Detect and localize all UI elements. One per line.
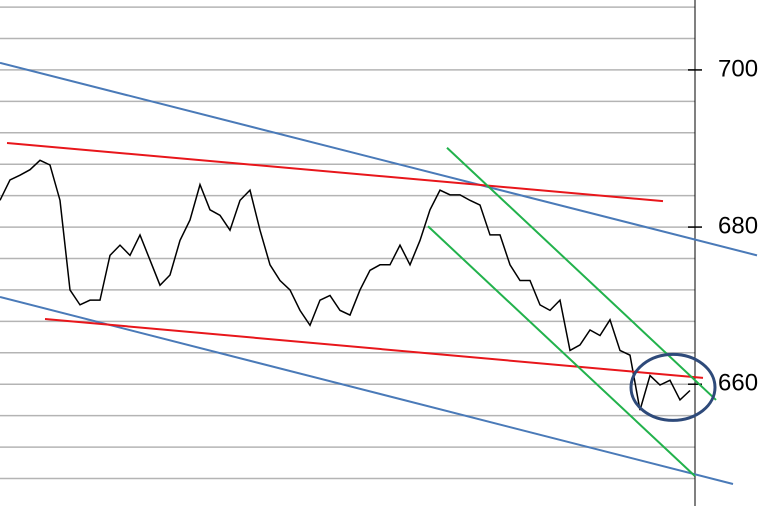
trend-line — [44, 318, 704, 379]
trend-line — [446, 146, 717, 401]
trend-line — [0, 296, 734, 485]
price-line — [0, 159, 691, 411]
trend-line — [0, 61, 758, 257]
y-tick-label: 660 — [718, 370, 758, 397]
highlight-ellipse — [629, 352, 717, 422]
y-tick-label: 680 — [718, 212, 758, 239]
trend-line — [427, 225, 696, 477]
y-tick-label: 700 — [718, 55, 758, 82]
trend-line — [6, 142, 664, 203]
